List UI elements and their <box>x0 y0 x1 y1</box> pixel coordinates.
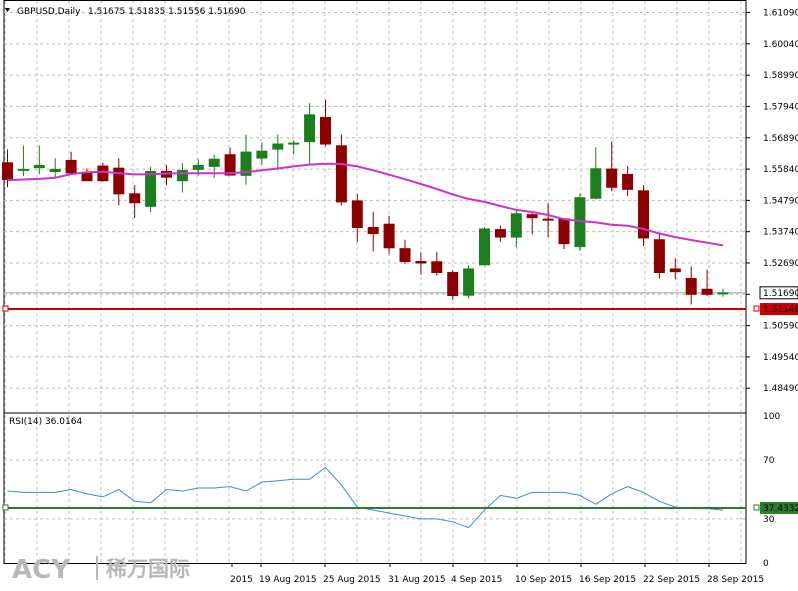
bear-candle <box>622 173 634 190</box>
bear-candle <box>224 154 236 176</box>
bull-candle <box>256 150 268 159</box>
bear-candle <box>685 278 697 295</box>
y-tick-label: 1.58990 <box>763 71 798 81</box>
x-tick-label: 19 Aug 2015 <box>259 575 317 585</box>
y-tick-label: 1.50590 <box>763 322 798 332</box>
x-tick-label: 10 Sep 2015 <box>515 575 572 585</box>
bear-candle <box>129 193 141 204</box>
bear-candle <box>97 165 109 182</box>
bear-candle <box>320 116 331 145</box>
y-tick-label: 1.52690 <box>763 259 798 269</box>
rsi-level-handle <box>753 504 760 511</box>
bull-candle <box>240 151 252 176</box>
bear-candle <box>653 239 665 274</box>
bear-candle <box>383 223 395 249</box>
bull-candle <box>17 168 29 171</box>
symbol-dropdown-icon[interactable] <box>5 8 10 12</box>
current-price-box <box>759 286 798 300</box>
bear-candle <box>526 214 538 219</box>
bear-candle <box>638 190 649 239</box>
x-tick-label: 28 Sep 2015 <box>707 575 764 585</box>
support-line-handle <box>2 305 9 312</box>
y-tick-label: 1.54790 <box>763 196 798 206</box>
bull-candle <box>208 158 220 167</box>
bull-candle <box>510 213 522 238</box>
bear-candle <box>2 162 13 181</box>
bull-candle <box>176 170 188 182</box>
y-tick-label: 1.49540 <box>763 353 798 363</box>
y-tick-label: 1.57940 <box>763 102 798 112</box>
rsi-tick-label: 0 <box>763 559 769 569</box>
acy-logo-text: ACY <box>12 555 71 585</box>
bear-candle <box>113 167 125 195</box>
x-tick-label: 2015 <box>230 575 253 585</box>
bear-candle <box>65 159 77 174</box>
bull-candle <box>479 228 490 266</box>
y-tick-label: 1.61090 <box>763 9 798 19</box>
price-axis: 1.61090 1.60040 1.58990 1.57940 1.56890 1.558… <box>746 9 798 569</box>
ma-line <box>7 162 724 247</box>
symbol-label: GBPUSD,Daily <box>17 7 81 17</box>
watermark-cn-text: 稀万国际 <box>106 557 190 581</box>
x-tick-label: 4 Sep 2015 <box>451 575 502 585</box>
candles <box>2 99 729 305</box>
bear-candle <box>542 218 554 221</box>
grid <box>3 0 747 564</box>
rsi-tick-label: 30 <box>763 515 775 525</box>
y-tick-label: 1.60040 <box>763 40 798 50</box>
bull-candle <box>33 164 45 169</box>
rsi-level-box <box>760 501 798 514</box>
rsi-line <box>2 466 760 529</box>
ohlc-readout: 1.51675 1.51835 1.51556 1.51690 <box>88 7 246 17</box>
bear-candle <box>81 172 93 182</box>
acy-watermark: ACY 稀万国际 <box>12 555 190 585</box>
bull-candle <box>590 168 602 199</box>
bear-candle <box>367 227 379 234</box>
bull-candle <box>304 114 316 143</box>
bull-candle <box>192 164 204 170</box>
rsi-tick-label: 70 <box>763 456 775 466</box>
rsi-label: RSI(14) 36.0164 <box>9 417 82 427</box>
moving-average <box>7 162 724 247</box>
bear-candle <box>494 229 506 238</box>
bear-candle <box>669 268 681 273</box>
bear-candle <box>415 261 427 264</box>
time-axis: 2015 19 Aug 2015 25 Aug 2015 31 Aug 2015 4 S… <box>230 563 764 585</box>
support-line-handle <box>753 305 760 312</box>
level-lines <box>2 292 760 312</box>
bear-candle <box>431 261 443 274</box>
bull-candle <box>272 143 284 150</box>
bull-candle <box>463 268 475 296</box>
x-tick-label: 22 Sep 2015 <box>643 575 700 585</box>
y-tick-label: 1.56890 <box>763 134 798 144</box>
bull-candle <box>288 142 300 145</box>
y-tick-label: 1.53740 <box>763 228 798 238</box>
rsi-level-handle <box>2 504 9 511</box>
bear-candle <box>399 248 411 263</box>
bear-candle <box>351 200 363 229</box>
current-price-label: 1.51690 <box>763 289 798 299</box>
plot-frame <box>3 0 747 564</box>
support-price-label: 1.51146 <box>763 305 798 315</box>
support-price-box <box>760 303 798 316</box>
bear-candle <box>606 168 618 188</box>
bear-candle <box>558 218 570 245</box>
x-tick-label: 25 Aug 2015 <box>323 575 381 585</box>
bull-candle <box>717 292 729 295</box>
bear-candle <box>701 288 713 295</box>
bear-candle <box>335 145 347 203</box>
x-tick-label: 16 Sep 2015 <box>579 575 636 585</box>
watermark-divider <box>96 556 98 580</box>
rsi-level-label: 37.4332 <box>763 504 798 514</box>
bear-candle <box>447 272 459 296</box>
bull-candle <box>145 170 157 207</box>
bull-candle <box>49 168 61 172</box>
y-tick-label: 1.48490 <box>763 384 798 394</box>
rsi-tick-label: 100 <box>763 412 780 422</box>
y-tick-label: 1.55840 <box>763 165 798 175</box>
x-tick-label: 31 Aug 2015 <box>388 575 446 585</box>
